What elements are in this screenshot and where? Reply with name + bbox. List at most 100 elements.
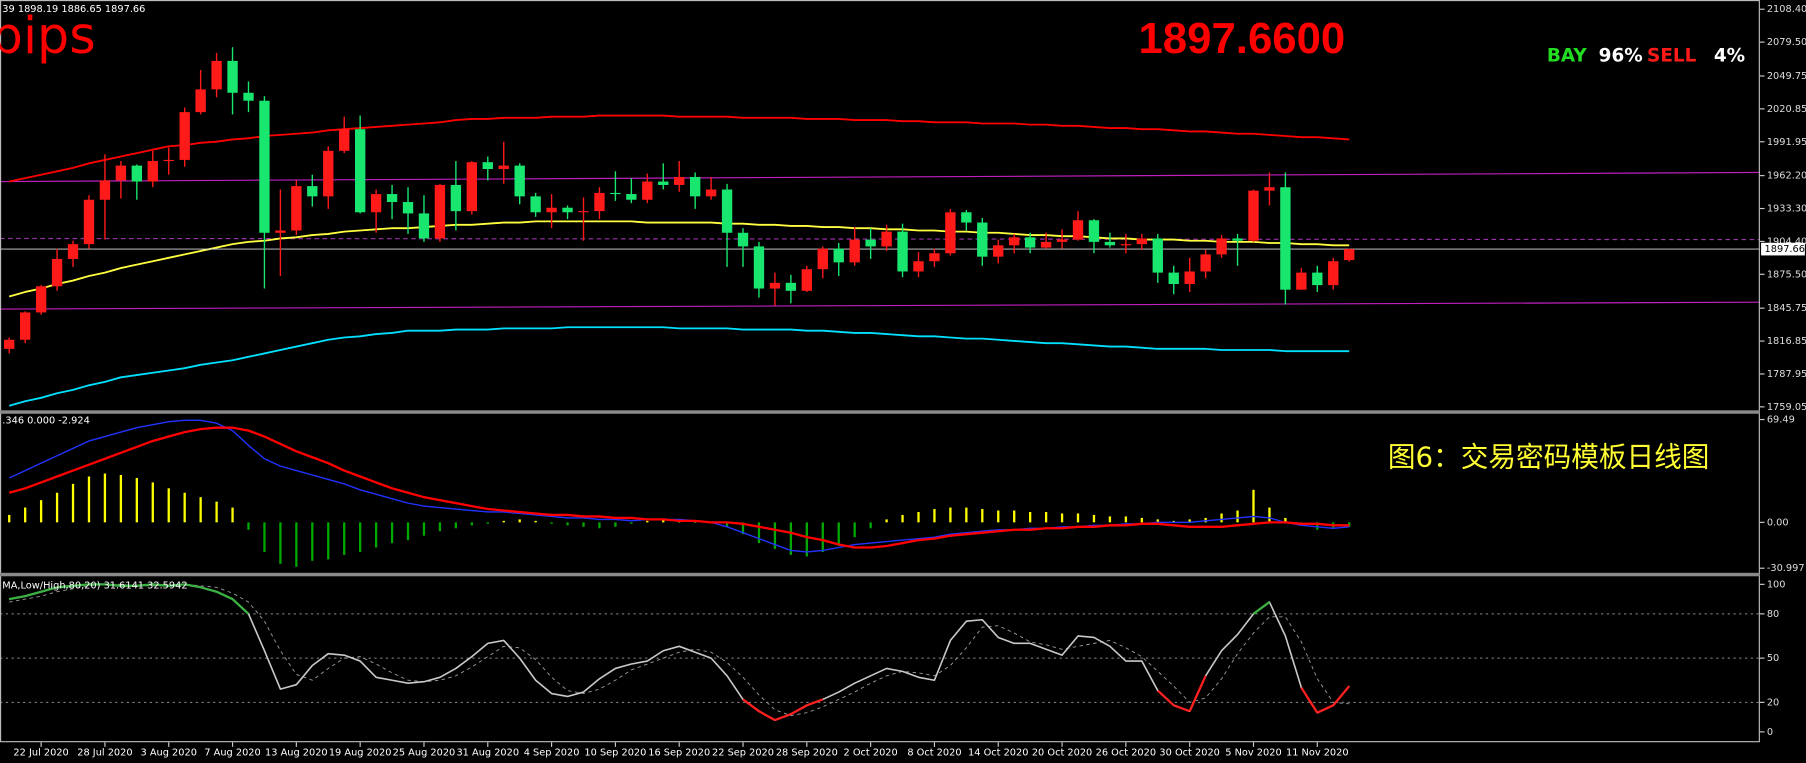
- y-tick-label: 1816.85: [1767, 336, 1806, 347]
- y-tick-label: 50: [1767, 653, 1779, 664]
- candle-body: [865, 239, 876, 247]
- ohlc-info: 39 1898.19 1886.65 1897.66: [2, 4, 145, 15]
- moving-average: [9, 114, 1350, 183]
- zone-segment: [184, 583, 201, 589]
- zone-segment: [1300, 687, 1319, 714]
- candle-body: [51, 258, 63, 287]
- candle-body: [1296, 272, 1307, 290]
- candle-body: [275, 230, 286, 233]
- y-tick-label: 1875.50: [1767, 269, 1806, 280]
- candle-body: [402, 202, 414, 214]
- y-tick-label: 69.49: [1767, 415, 1795, 426]
- x-tick-label: 16 Sep 2020: [648, 748, 710, 759]
- candle-body: [1104, 241, 1116, 246]
- candle-body: [1152, 238, 1163, 273]
- sell-label: SELL: [1647, 45, 1697, 66]
- zone-segment: [1156, 689, 1175, 707]
- macd-line: [8, 426, 1350, 549]
- candle-body: [1200, 254, 1211, 272]
- x-tick-label: 5 Nov 2020: [1225, 748, 1281, 759]
- candle-body: [1216, 238, 1227, 255]
- candle-body: [849, 239, 860, 263]
- zone-segment: [1188, 675, 1207, 712]
- zone-segment: [1332, 685, 1351, 707]
- candle-body: [689, 176, 701, 197]
- plot-frame: [0, 0, 1760, 743]
- x-tick-label: 22 Jul 2020: [13, 748, 68, 759]
- candle-body: [833, 248, 844, 263]
- x-tick-label: 26 Oct 2020: [1096, 748, 1156, 759]
- candle-body: [323, 150, 334, 197]
- stochastic-panel: [0, 583, 1760, 722]
- y-tick-label: 1904.40: [1767, 236, 1806, 247]
- zone-segment: [24, 590, 42, 598]
- zone-segment: [790, 704, 808, 716]
- candle-body: [450, 184, 462, 212]
- x-tick-label: 28 Sep 2020: [776, 748, 838, 759]
- zone-segment: [742, 698, 760, 713]
- y-tick-label: 1759.05: [1767, 402, 1806, 413]
- zone-segment: [1316, 704, 1334, 714]
- candle-body: [1136, 238, 1148, 245]
- zone-segment: [231, 598, 250, 615]
- candle-body: [562, 207, 573, 213]
- y-tick-label: 80: [1767, 609, 1779, 620]
- current-price-label: 1897.66: [1765, 244, 1805, 255]
- x-tick-label: 19 Aug 2020: [329, 748, 392, 759]
- y-tick-label: -30.997: [1767, 563, 1805, 574]
- candle-body: [626, 194, 637, 200]
- zone-segment: [136, 583, 153, 587]
- x-tick-label: 4 Sep 2020: [524, 748, 580, 759]
- y-tick-label: 2079.50: [1767, 37, 1806, 48]
- candle-body: [753, 246, 765, 289]
- x-tick-label: 8 Oct 2020: [907, 748, 961, 759]
- candle-body: [1024, 237, 1036, 248]
- x-tick-label: 2 Oct 2020: [844, 748, 898, 759]
- x-tick-label: 25 Aug 2020: [393, 748, 456, 759]
- buy-label: BAY: [1547, 45, 1588, 66]
- axes: 2108.40 2079.50 2049.75 2020.85 1991.95 1962.…: [13, 4, 1806, 758]
- moving-average: [8, 326, 1350, 407]
- x-tick-label: 7 Aug 2020: [204, 748, 260, 759]
- candle-body: [131, 165, 143, 182]
- annotation: 图6：交易密码模板日线图: [1388, 441, 1710, 474]
- candle-body: [386, 194, 398, 203]
- pips-text: pips: [0, 6, 96, 65]
- candle-body: [546, 207, 557, 213]
- candle-body: [578, 211, 589, 213]
- candle-body: [67, 244, 79, 259]
- x-tick-label: 20 Oct 2020: [1032, 748, 1092, 759]
- candle-body: [1088, 220, 1100, 242]
- zone-segment: [758, 710, 776, 722]
- candle-body: [1328, 261, 1339, 286]
- candle-body: [993, 245, 1004, 257]
- y-tick-label: 2049.75: [1767, 71, 1806, 82]
- candle-body: [19, 312, 31, 340]
- zone-segment: [200, 586, 217, 593]
- candle-body: [35, 286, 47, 313]
- panel-separator: [0, 410, 1760, 414]
- zone-segment: [168, 583, 185, 587]
- candle-body: [658, 181, 669, 185]
- candle-body: [498, 165, 509, 170]
- x-tick-label: 28 Jul 2020: [77, 748, 132, 759]
- zone-segment: [9, 595, 26, 601]
- candle-body: [1040, 241, 1052, 248]
- y-tick-label: 1962.20: [1767, 171, 1806, 182]
- level-line: [0, 301, 1760, 310]
- candle-body: [243, 92, 254, 101]
- candle-body: [514, 165, 525, 197]
- candle-body: [1264, 187, 1275, 191]
- candle-body: [594, 192, 605, 212]
- candle-body: [881, 231, 892, 247]
- candle-body: [1056, 239, 1068, 242]
- candle-body: [227, 60, 238, 93]
- zone-segment: [1252, 601, 1271, 615]
- zone-segment: [774, 713, 792, 722]
- x-tick-label: 30 Oct 2020: [1159, 748, 1219, 759]
- candle-body: [977, 222, 988, 257]
- y-tick-label: 1991.95: [1767, 137, 1806, 148]
- y-tick-label: 20: [1767, 697, 1779, 708]
- candle-body: [769, 282, 781, 289]
- candle-body: [291, 186, 302, 231]
